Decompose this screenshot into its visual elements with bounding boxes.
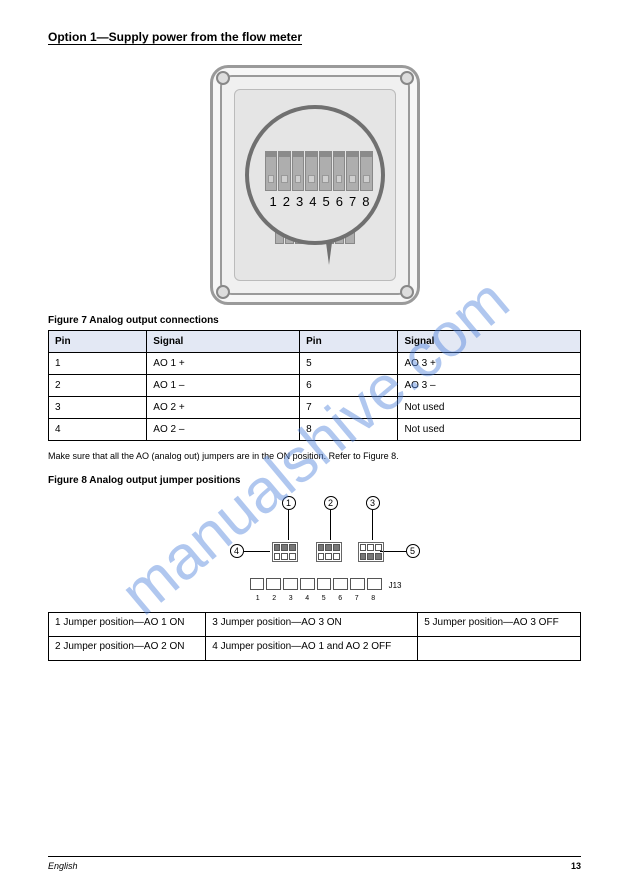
table-header: Pin [300, 331, 398, 353]
table-header: Signal [398, 331, 581, 353]
jumper-legend-table: 1 Jumper position—AO 1 ON 3 Jumper posit… [48, 612, 581, 661]
page-footer: English 13 [48, 856, 581, 871]
screw-icon [216, 71, 230, 85]
table1-footnote: Make sure that all the AO (analog out) j… [48, 451, 581, 461]
table-row: 1AO 1 +5AO 3 + [49, 353, 581, 375]
terminal-numbers: 1 2 3 4 5 6 7 8 [267, 194, 373, 209]
jumper-illustration: 1 2 3 4 5 12 34 56 78 J13 [200, 494, 430, 604]
callout-3: 3 [366, 496, 380, 510]
device-illustration: 1 2 3 4 5 6 7 8 [210, 65, 420, 305]
jumper-block [272, 542, 298, 562]
pin-signal-table: Pin Signal Pin Signal 1AO 1 +5AO 3 + 2AO… [48, 330, 581, 441]
callout-2: 2 [324, 496, 338, 510]
table-header: Pin [49, 331, 147, 353]
section-title: Option 1—Supply power from the flow mete… [48, 30, 302, 45]
footer-language: English [48, 861, 78, 871]
zoom-callout: 1 2 3 4 5 6 7 8 [245, 105, 385, 245]
screw-icon [400, 71, 414, 85]
screw-icon [400, 285, 414, 299]
callout-4: 4 [230, 544, 244, 558]
table-row: 3AO 2 +7Not used [49, 397, 581, 419]
figure-device-wrap: 1 2 3 4 5 6 7 8 [48, 65, 581, 305]
callout-1: 1 [282, 496, 296, 510]
table-row: 2AO 1 –6AO 3 – [49, 375, 581, 397]
j13-strip [250, 578, 382, 590]
j13-numbers: 12 34 56 78 [250, 595, 382, 602]
callout-5: 5 [406, 544, 420, 558]
footer-page-number: 13 [571, 861, 581, 871]
figure1-caption: Figure 7 Analog output connections [48, 315, 581, 326]
table-row: 1 Jumper position—AO 1 ON 3 Jumper posit… [49, 613, 581, 637]
table-row: 4AO 2 –8Not used [49, 419, 581, 441]
screw-icon [216, 285, 230, 299]
table-row: 2 Jumper position—AO 2 ON 4 Jumper posit… [49, 637, 581, 661]
jumper-block [358, 542, 384, 562]
terminal-block [265, 151, 373, 191]
jumper-block [316, 542, 342, 562]
j13-label: J13 [389, 581, 402, 590]
figure2-caption: Figure 8 Analog output jumper positions [48, 475, 581, 486]
table-header: Signal [147, 331, 300, 353]
